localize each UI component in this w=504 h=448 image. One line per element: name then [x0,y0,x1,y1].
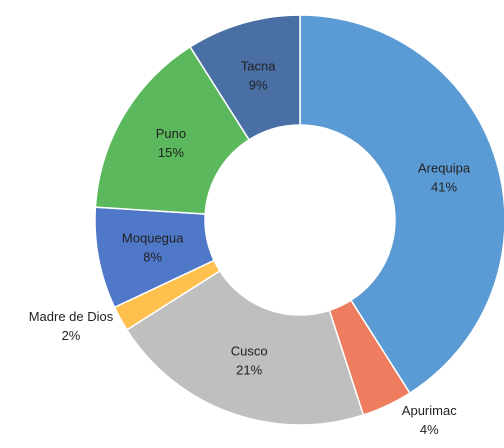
donut-slice [94,45,251,215]
slice-value-label: 15% [158,145,184,160]
slice-value-label: 8% [143,250,162,265]
slice-value-label: 4% [420,422,439,437]
slice-label: Arequipa [418,161,471,176]
slice-value-label: 21% [236,363,262,378]
donut-slice [299,14,504,395]
slice-value-label: 2% [62,328,81,343]
donut-slice [125,269,365,426]
slice-label: Moquegua [122,231,184,246]
slice-value-label: 9% [249,77,268,92]
slice-label: Puno [156,126,186,141]
slice-label: Tacna [241,58,276,73]
slice-label: Cusco [231,344,268,359]
donut-slice [189,14,301,141]
slice-label: Apurimac [402,403,457,418]
slice-value-label: 41% [431,180,457,195]
slice-label: Madre de Dios [29,309,114,324]
